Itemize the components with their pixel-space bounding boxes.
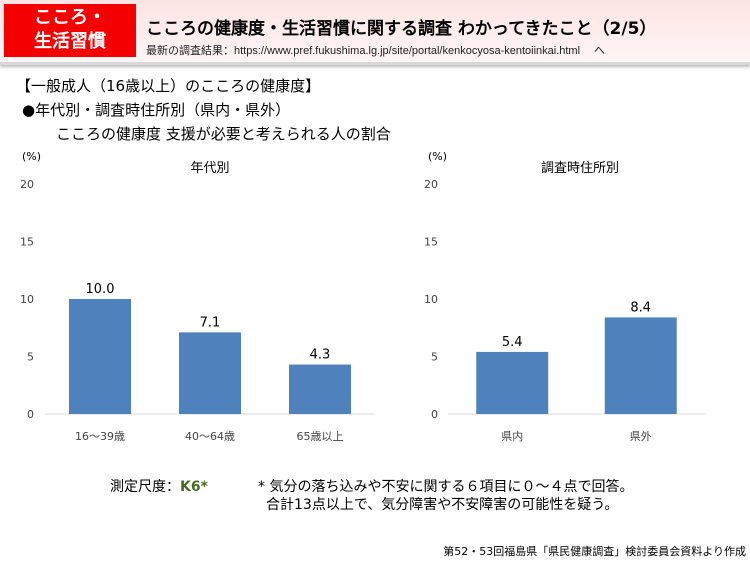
subtitle-arrow[interactable]: へ (594, 45, 606, 57)
x-tick-label: 40～64歳 (185, 430, 235, 443)
subtitle-link[interactable]: 最新の調査結果：https://www.pref.fukushima.lg.jp… (146, 42, 605, 58)
x-tick-label: 65歳以上 (297, 430, 344, 443)
x-tick-label: 16～39歳 (75, 430, 125, 443)
subtitle-text[interactable]: 最新の調査結果：https://www.pref.fukushima.lg.jp… (146, 45, 581, 57)
y-tick-label: 15 (424, 236, 438, 249)
y-tick-label: 15 (20, 236, 34, 249)
chart-caption: こころの健康度 支援が必要と考えられる人の割合 (56, 125, 391, 143)
x-tick-label: 県外 (630, 430, 652, 443)
section-heading: 【一般成人（16歳以上）のこころの健康度】 (16, 77, 321, 95)
y-axis-unit: (%) (22, 150, 41, 163)
scale-value: K6* (180, 479, 208, 495)
y-tick-label: 10 (424, 293, 438, 306)
note-line1: * 気分の落ち込みや不安に関する６項目に０～４点で回答。 (258, 479, 634, 495)
badge-line2: 生活習慣 (34, 31, 106, 52)
y-tick-label: 5 (431, 351, 438, 364)
page-title: こころの健康度・生活習慣に関する調査 わかってきたこと（2/5） (146, 19, 657, 39)
section-bullet: ●年代別・調査時住所別（県内・県外） (22, 101, 291, 119)
y-tick-label: 20 (20, 178, 34, 191)
y-tick-label: 10 (20, 293, 34, 306)
category-badge: こころ・ 生活習慣 (4, 4, 136, 57)
scale-label: 測定尺度： (110, 479, 180, 495)
bar (604, 317, 677, 414)
source-note: 第52・53回福島県「県民健康調査」検討委員会資料より作成 (443, 545, 746, 558)
y-tick-label: 0 (431, 408, 438, 421)
y-tick-label: 20 (424, 178, 438, 191)
bar (69, 299, 131, 414)
bar (476, 351, 549, 414)
bar (179, 332, 241, 414)
bar (289, 364, 351, 414)
data-label: 4.3 (310, 348, 331, 363)
data-label: 10.0 (86, 282, 115, 297)
chart-title: 調査時住所別 (541, 161, 619, 176)
x-tick-label: 県内 (501, 429, 523, 443)
note-line2: 合計13点以上で、気分障害や不安障害の可能性を疑う。 (266, 497, 619, 513)
chart-title: 年代別 (190, 161, 229, 176)
data-label: 5.4 (502, 335, 523, 350)
badge-line1: こころ・ (34, 7, 106, 28)
header-bar: こころ・ 生活習慣 こころの健康度・生活習慣に関する調査 わかってきたこと（2/… (0, 0, 750, 65)
y-axis-unit: (%) (428, 150, 447, 163)
y-tick-label: 5 (27, 351, 34, 364)
data-label: 8.4 (630, 300, 651, 315)
data-label: 7.1 (200, 315, 221, 330)
scale-note: 測定尺度：K6* (110, 476, 208, 496)
y-tick-label: 0 (27, 408, 34, 421)
